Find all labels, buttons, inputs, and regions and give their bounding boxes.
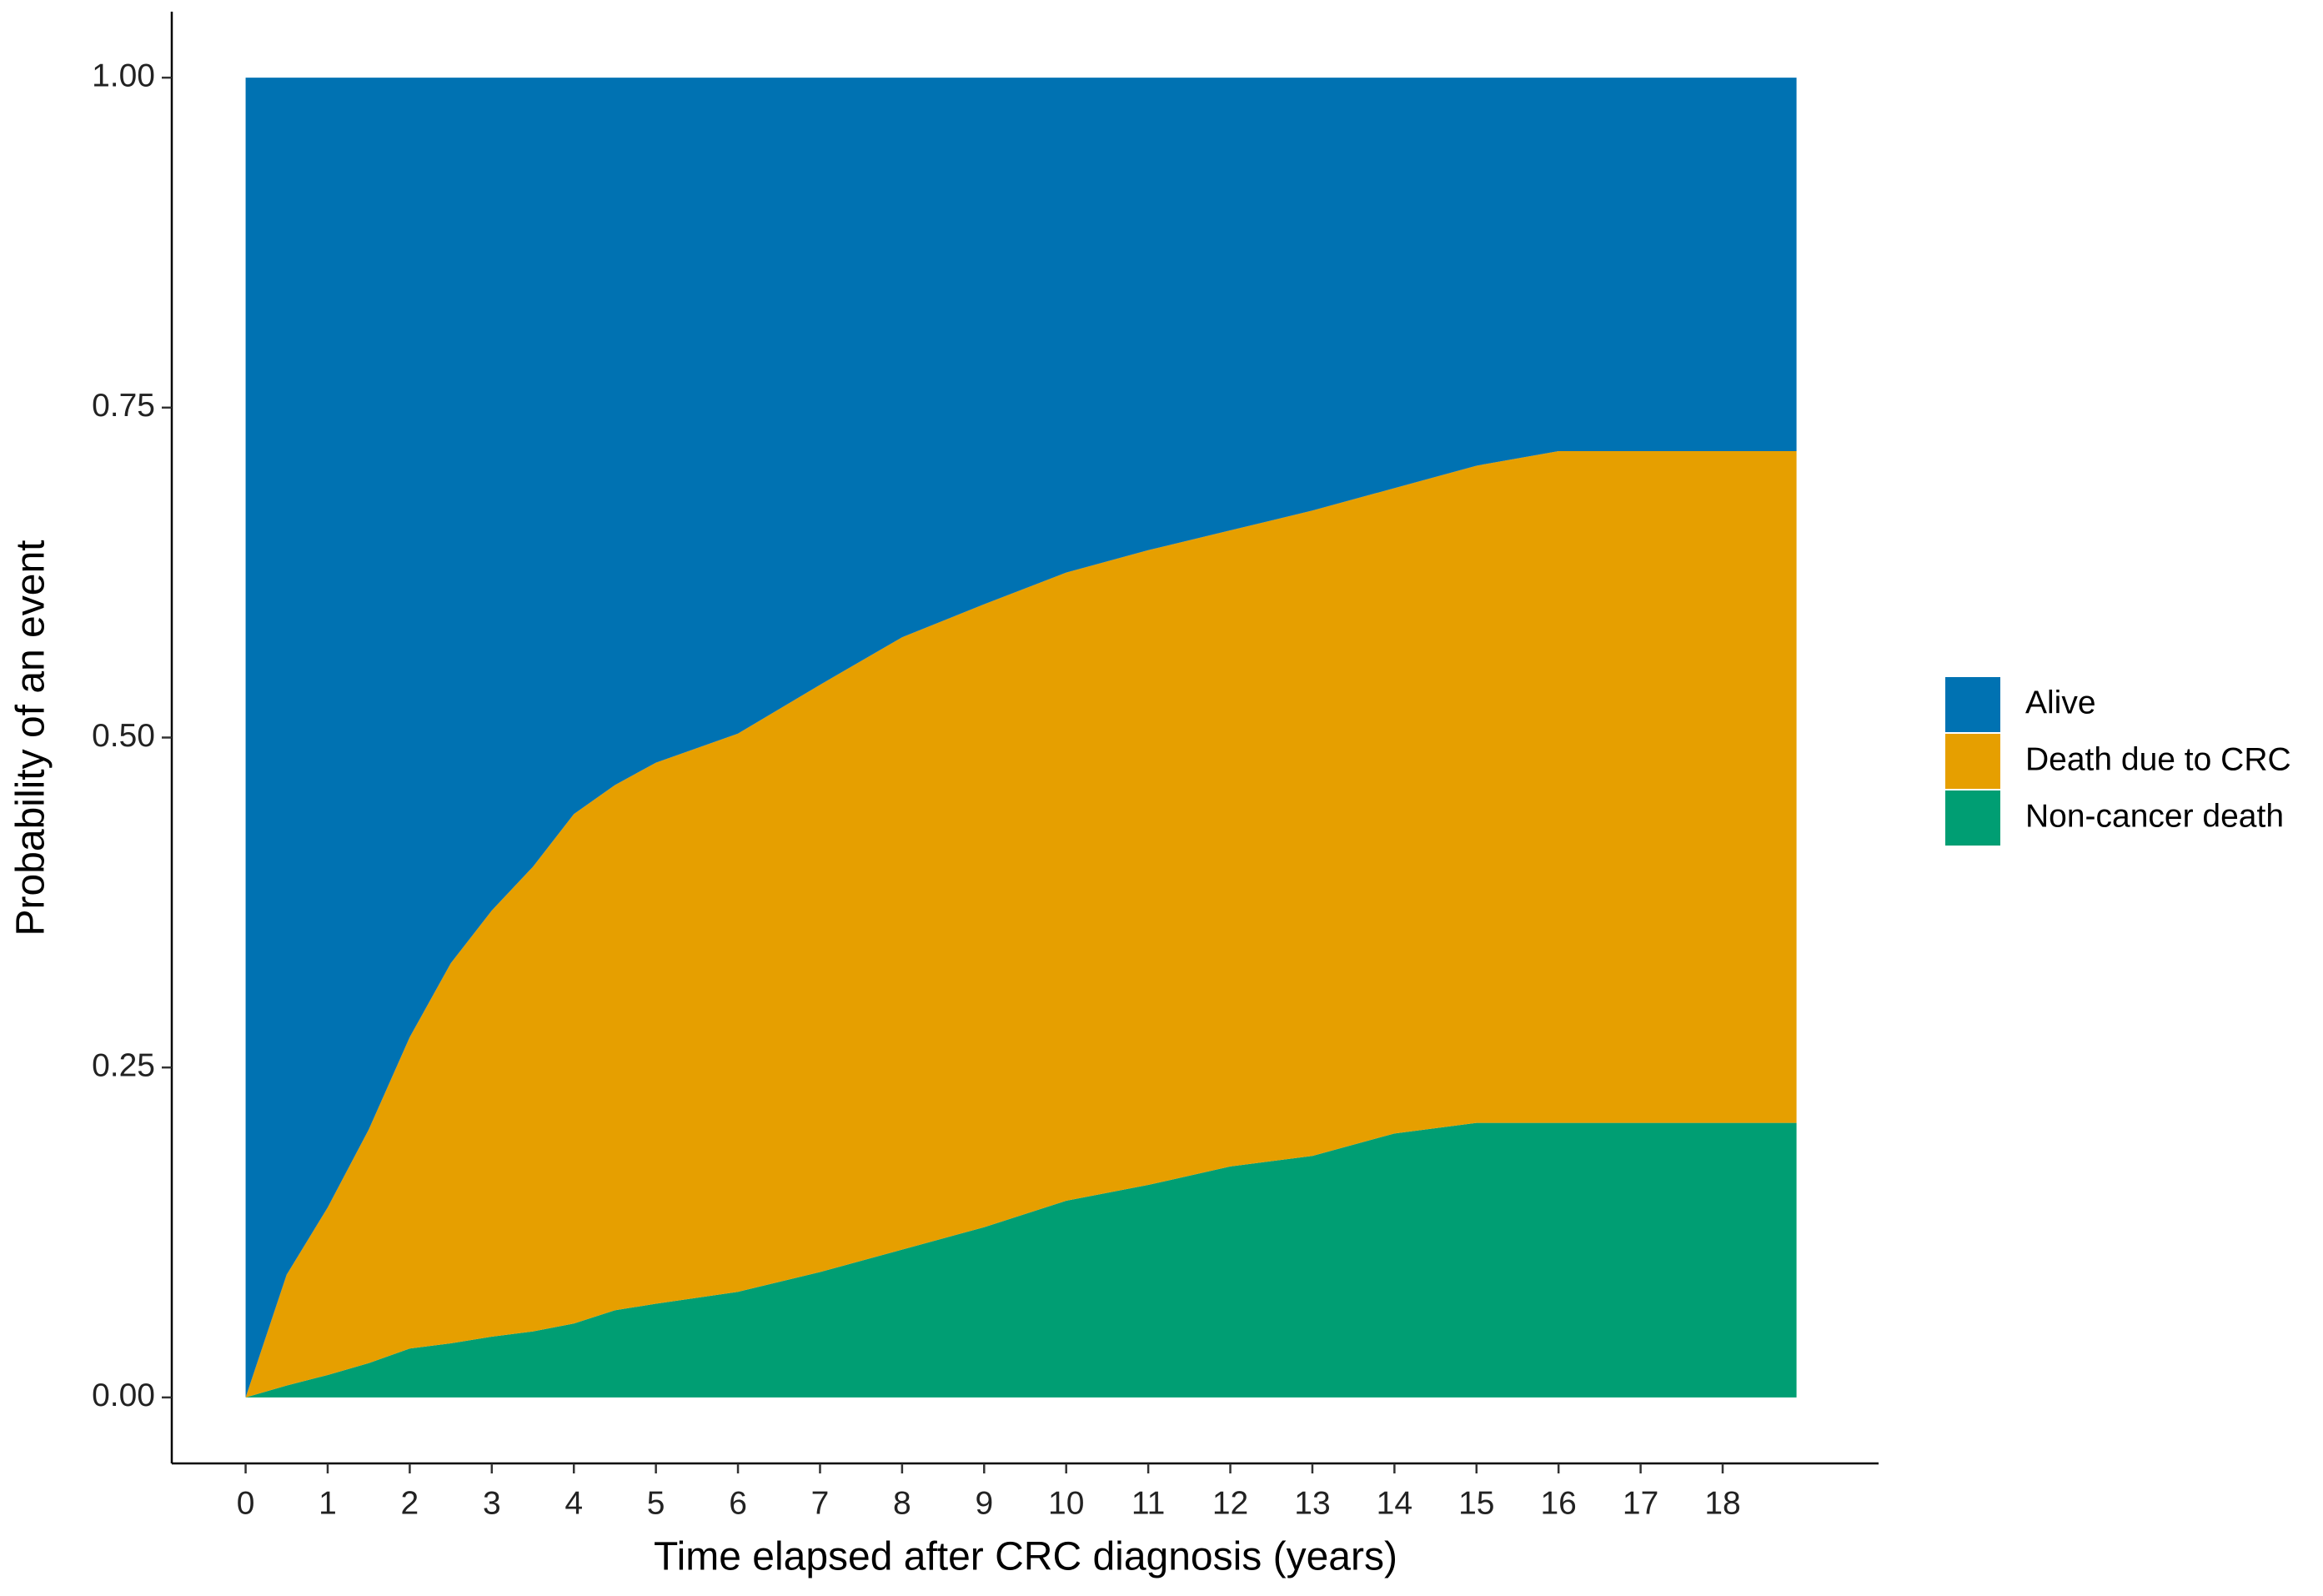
- legend-swatch: [1945, 790, 2000, 846]
- x-axis-title: Time elapsed after CRC diagnosis (years): [654, 1535, 1397, 1579]
- x-tick-label: 3: [483, 1485, 501, 1521]
- x-tick-label: 17: [1623, 1485, 1658, 1521]
- x-tick-label: 6: [729, 1485, 747, 1521]
- legend-label: Alive: [2025, 685, 2096, 720]
- area: [245, 1122, 1797, 1398]
- x-tick-label: 15: [1458, 1485, 1494, 1521]
- x-tick-label: 5: [647, 1485, 665, 1521]
- x-tick-label: 8: [893, 1485, 911, 1521]
- x-tick-label: 14: [1377, 1485, 1412, 1521]
- y-tick-label: 0.75: [92, 388, 155, 424]
- legend-swatch: [1945, 677, 2000, 732]
- x-tick-label: 16: [1540, 1485, 1576, 1521]
- y-tick-label: 1.00: [92, 58, 155, 93]
- legend-label: Death due to CRC: [2025, 741, 2291, 777]
- y-tick-label: 0.50: [92, 718, 155, 754]
- x-tick-label: 7: [811, 1485, 830, 1521]
- x-tick-label: 10: [1048, 1485, 1084, 1521]
- area: [245, 451, 1797, 1398]
- y-tick-label: 0.00: [92, 1378, 155, 1413]
- x-tick-label: 1: [319, 1485, 337, 1521]
- x-tick-label: 9: [975, 1485, 993, 1521]
- x-tick-label: 11: [1131, 1485, 1166, 1521]
- area: [245, 78, 1797, 1398]
- y-tick-label: 0.25: [92, 1047, 155, 1083]
- legend-swatch: [1945, 734, 2000, 789]
- x-tick-label: 12: [1212, 1485, 1248, 1521]
- x-tick-label: 2: [401, 1485, 419, 1521]
- x-tick-label: 13: [1294, 1485, 1330, 1521]
- x-tick-label: 4: [564, 1485, 583, 1521]
- y-axis-title: Probability of an event: [9, 540, 53, 936]
- legend-label: Non-cancer death: [2025, 798, 2284, 834]
- x-tick-label: 0: [237, 1485, 255, 1521]
- x-tick-label: 18: [1704, 1485, 1740, 1521]
